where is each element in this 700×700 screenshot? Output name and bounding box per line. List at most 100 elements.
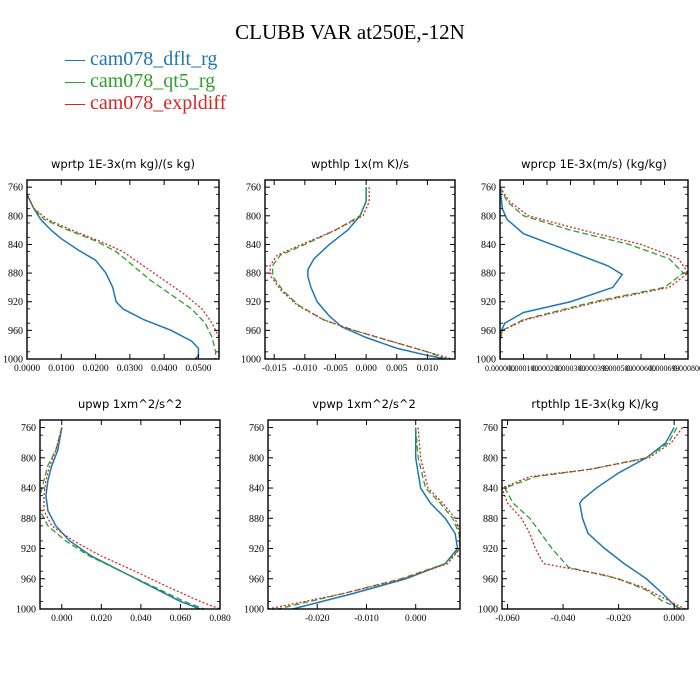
y-tick-label: 960 — [21, 574, 36, 585]
panel-frame — [499, 179, 689, 360]
series-line-solid — [307, 187, 446, 359]
y-tick-label: 960 — [249, 574, 264, 585]
legend-line-icon: — — [65, 70, 85, 92]
y-tick-label: 960 — [246, 326, 261, 337]
y-tick-label: 880 — [481, 269, 496, 280]
x-tick-label: 0.000 — [51, 614, 73, 624]
panel-title: wprtp 1E-3x(m kg)/(s kg) — [51, 157, 195, 171]
series-line-dotted — [269, 187, 453, 359]
y-tick-label: 1000 — [241, 355, 261, 366]
y-tick-label: 880 — [8, 269, 23, 280]
panel-frame — [264, 179, 456, 360]
y-tick-label: 960 — [481, 326, 496, 337]
y-tick-label: 800 — [483, 453, 498, 464]
y-tick-label: 800 — [481, 211, 496, 222]
x-tick-label: 0.0000 — [14, 364, 40, 374]
y-tick-label: 760 — [21, 423, 36, 434]
x-tick-label: -0.040 — [551, 614, 576, 624]
y-tick-label: 880 — [21, 514, 36, 525]
y-tick-label: 920 — [246, 297, 261, 308]
series-line-dashed — [271, 187, 447, 359]
page-title: CLUBB VAR at250E,-12N — [235, 20, 465, 44]
y-tick-label: 920 — [481, 297, 496, 308]
y-tick-label: 760 — [483, 423, 498, 434]
x-tick-label: -0.010 — [354, 614, 379, 624]
y-tick-label: 800 — [8, 211, 23, 222]
x-tick-label: 0.010 — [417, 364, 439, 374]
panel-frame — [267, 419, 461, 610]
x-tick-label: 0.020 — [91, 614, 113, 624]
x-tick-label: 0.000000 — [485, 364, 515, 373]
y-tick-label: 840 — [483, 484, 498, 495]
x-tick-label: 0.000399 — [579, 364, 609, 373]
y-tick-label: 880 — [249, 514, 264, 525]
series-line-dashed — [277, 427, 460, 609]
x-tick-label: -0.010 — [293, 364, 318, 374]
y-tick-label: 880 — [483, 514, 498, 525]
x-tick-label: 0.000200 — [532, 364, 562, 373]
series-line-dashed — [503, 427, 683, 609]
x-tick-label: -0.005 — [323, 364, 348, 374]
x-tick-label: 0.060 — [170, 614, 192, 624]
y-tick-label: 800 — [246, 211, 261, 222]
x-tick-label: 0.000500 — [603, 364, 633, 373]
x-tick-label: -0.020 — [305, 614, 330, 624]
x-tick-label: -0.015 — [262, 364, 287, 374]
x-tick-label: 0.0300 — [117, 364, 143, 374]
y-tick-label: 1000 — [476, 355, 496, 366]
series-line-dashed — [27, 194, 217, 359]
y-tick-label: 760 — [249, 423, 264, 434]
x-tick-label: 0.000800 — [673, 364, 700, 373]
series-line-dotted — [27, 194, 219, 359]
legend-entry-dflt: — cam078_dflt_rg — [65, 48, 217, 70]
x-tick-label: 0.000 — [405, 614, 427, 624]
y-tick-label: 760 — [246, 183, 261, 194]
x-tick-label: 0.0500 — [185, 364, 211, 374]
y-tick-label: 840 — [8, 240, 23, 251]
legend-entry-expldiff: — cam078_expldiff — [65, 92, 226, 114]
series-line-solid — [27, 193, 200, 359]
panel-title: rtpthlp 1E-3x(kg K)/kg — [531, 397, 658, 411]
x-tick-label: 0.000600 — [626, 364, 656, 373]
y-tick-label: 1000 — [244, 605, 264, 616]
panel-title: upwp 1xm^2/s^2 — [78, 397, 182, 411]
panel-frame — [39, 419, 221, 610]
x-tick-label: 0.000 — [355, 364, 377, 374]
y-tick-label: 760 — [8, 183, 23, 194]
y-tick-label: 840 — [249, 484, 264, 495]
x-tick-label: 0.0400 — [151, 364, 177, 374]
y-tick-label: 800 — [21, 453, 36, 464]
panel-frame — [26, 179, 220, 360]
x-tick-label: 0.000699 — [650, 364, 680, 373]
series-line-solid — [292, 427, 459, 609]
series-line-dotted — [502, 427, 686, 609]
x-tick-label: 0.080 — [209, 614, 231, 624]
legend-label: cam078_qt5_rg — [90, 70, 216, 92]
y-tick-label: 760 — [481, 183, 496, 194]
y-tick-label: 840 — [21, 484, 36, 495]
panel-title: wpthlp 1x(m K)/s — [311, 157, 409, 171]
series-line-dotted — [500, 186, 688, 359]
y-tick-label: 920 — [8, 297, 23, 308]
x-tick-label: 0.0100 — [48, 364, 74, 374]
legend-label: cam078_dflt_rg — [90, 48, 218, 70]
y-tick-label: 920 — [483, 544, 498, 555]
x-tick-label: 0.0200 — [83, 364, 109, 374]
x-tick-label: 0.000300 — [556, 364, 586, 373]
series-line-solid — [500, 187, 624, 359]
y-tick-label: 840 — [481, 240, 496, 251]
y-tick-label: 1000 — [16, 605, 36, 616]
series-line-solid — [578, 427, 681, 609]
y-tick-label: 960 — [483, 574, 498, 585]
x-tick-label: 0.040 — [130, 614, 152, 624]
y-tick-label: 1000 — [3, 355, 23, 366]
legend-entry-qt5: — cam078_qt5_rg — [65, 70, 215, 92]
x-tick-label: 0.000 — [663, 614, 685, 624]
y-tick-label: 920 — [21, 544, 36, 555]
series-line-dashed — [40, 427, 205, 609]
series-line-dashed — [500, 186, 685, 359]
y-tick-label: 840 — [246, 240, 261, 251]
x-tick-label: -0.020 — [606, 614, 631, 624]
legend-label: cam078_expldiff — [90, 92, 227, 114]
